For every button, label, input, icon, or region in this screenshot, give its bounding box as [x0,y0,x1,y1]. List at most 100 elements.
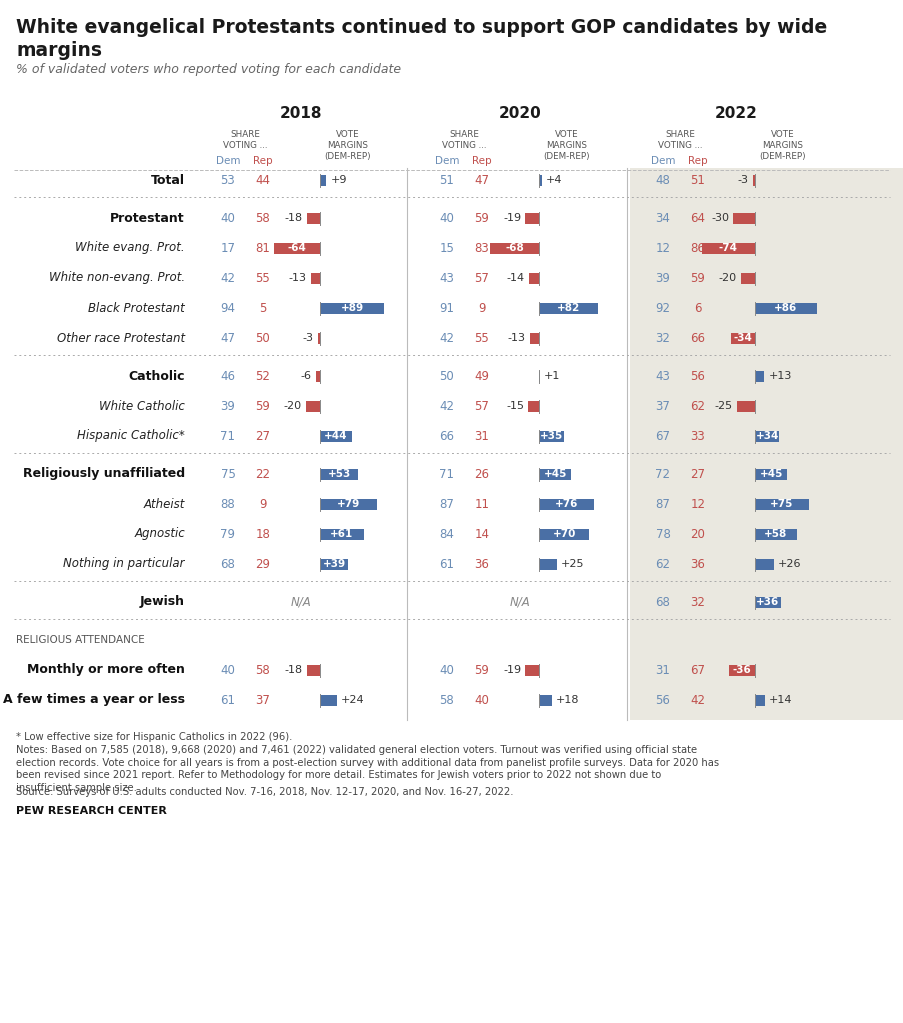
Bar [754,303,816,313]
Text: +82: +82 [556,303,580,313]
Text: 37: 37 [256,694,270,707]
Text: VOTE
MARGINS
(DEM-REP): VOTE MARGINS (DEM-REP) [324,130,371,161]
Text: 58: 58 [256,664,270,676]
Text: +45: +45 [543,469,566,479]
Text: +79: +79 [337,499,359,509]
Text: 31: 31 [474,430,489,443]
Text: 33: 33 [690,430,704,443]
Text: Other race Protestant: Other race Protestant [57,331,185,345]
Text: 92: 92 [655,302,670,314]
Text: 39: 39 [220,400,235,412]
Text: +35: +35 [539,431,563,441]
Bar [274,242,320,254]
Bar [529,332,538,344]
Text: 66: 66 [439,430,454,443]
Text: 9: 9 [259,497,266,510]
Bar [754,469,787,480]
Text: -34: -34 [732,333,751,343]
Text: 86: 86 [690,241,704,255]
Bar [538,469,571,480]
Text: -30: -30 [711,213,729,223]
Text: 2022: 2022 [714,105,757,121]
Text: 67: 67 [655,430,670,443]
Text: -3: -3 [737,175,748,185]
Text: VOTE
MARGINS
(DEM-REP): VOTE MARGINS (DEM-REP) [543,130,590,161]
Text: 62: 62 [655,558,670,571]
Text: 61: 61 [220,694,236,707]
Text: Protestant: Protestant [110,212,185,224]
Text: -14: -14 [507,273,525,283]
Bar [307,213,320,223]
Text: 56: 56 [690,369,704,383]
Text: 59: 59 [474,212,489,224]
Text: Rep: Rep [471,155,491,166]
Text: +9: +9 [330,175,347,185]
Text: Catholic: Catholic [128,369,185,383]
Text: 48: 48 [655,174,670,186]
Bar [489,242,538,254]
Text: 34: 34 [655,212,670,224]
Bar [701,242,754,254]
Text: SHARE
VOTING ...: SHARE VOTING ... [442,130,486,149]
Text: -18: -18 [284,213,303,223]
Bar [740,272,754,283]
Text: 67: 67 [690,664,704,676]
Text: A few times a year or less: A few times a year or less [3,694,185,707]
Bar [525,665,538,675]
Text: +1: +1 [543,371,560,381]
Text: -18: -18 [284,665,303,675]
Text: +61: +61 [330,529,353,539]
Text: -20: -20 [718,273,736,283]
Text: 94: 94 [220,302,236,314]
Text: 68: 68 [655,595,670,609]
Bar [754,431,778,442]
Text: +75: +75 [769,499,793,509]
Text: 66: 66 [690,331,704,345]
Text: SHARE
VOTING ...: SHARE VOTING ... [223,130,267,149]
Text: 52: 52 [256,369,270,383]
Text: -19: -19 [503,665,521,675]
Bar [754,498,808,509]
Text: +70: +70 [552,529,575,539]
Text: +4: +4 [545,175,562,185]
Text: 59: 59 [690,271,704,284]
Text: 57: 57 [474,400,489,412]
Text: +13: +13 [768,371,791,381]
Text: 91: 91 [439,302,454,314]
Text: Rep: Rep [253,155,273,166]
Text: 43: 43 [439,271,454,284]
Text: +76: +76 [554,499,577,509]
Text: 88: 88 [220,497,235,510]
Text: 20: 20 [690,528,704,540]
Text: +45: +45 [759,469,782,479]
Text: +14: +14 [768,695,792,705]
Text: +39: +39 [322,559,345,569]
Text: 57: 57 [474,271,489,284]
Text: 2020: 2020 [498,105,541,121]
Text: 68: 68 [220,558,235,571]
Bar [732,213,754,223]
Bar [305,400,320,411]
Bar [307,665,320,675]
Text: 71: 71 [220,430,236,443]
Text: 46: 46 [220,369,236,383]
Bar [320,431,351,442]
Bar [320,303,384,313]
Text: 42: 42 [690,694,704,707]
Bar [754,559,773,570]
Text: 36: 36 [690,558,704,571]
Bar [752,175,754,185]
Text: 39: 39 [655,271,670,284]
Bar [730,332,754,344]
Text: 31: 31 [655,664,670,676]
Text: 32: 32 [690,595,704,609]
Bar [525,213,538,223]
Text: -25: -25 [714,401,732,411]
Bar [318,332,320,344]
Bar [311,272,320,283]
Text: 58: 58 [256,212,270,224]
Text: 40: 40 [220,212,235,224]
Bar [320,559,348,570]
Text: +36: +36 [756,597,778,607]
Text: 84: 84 [439,528,454,540]
